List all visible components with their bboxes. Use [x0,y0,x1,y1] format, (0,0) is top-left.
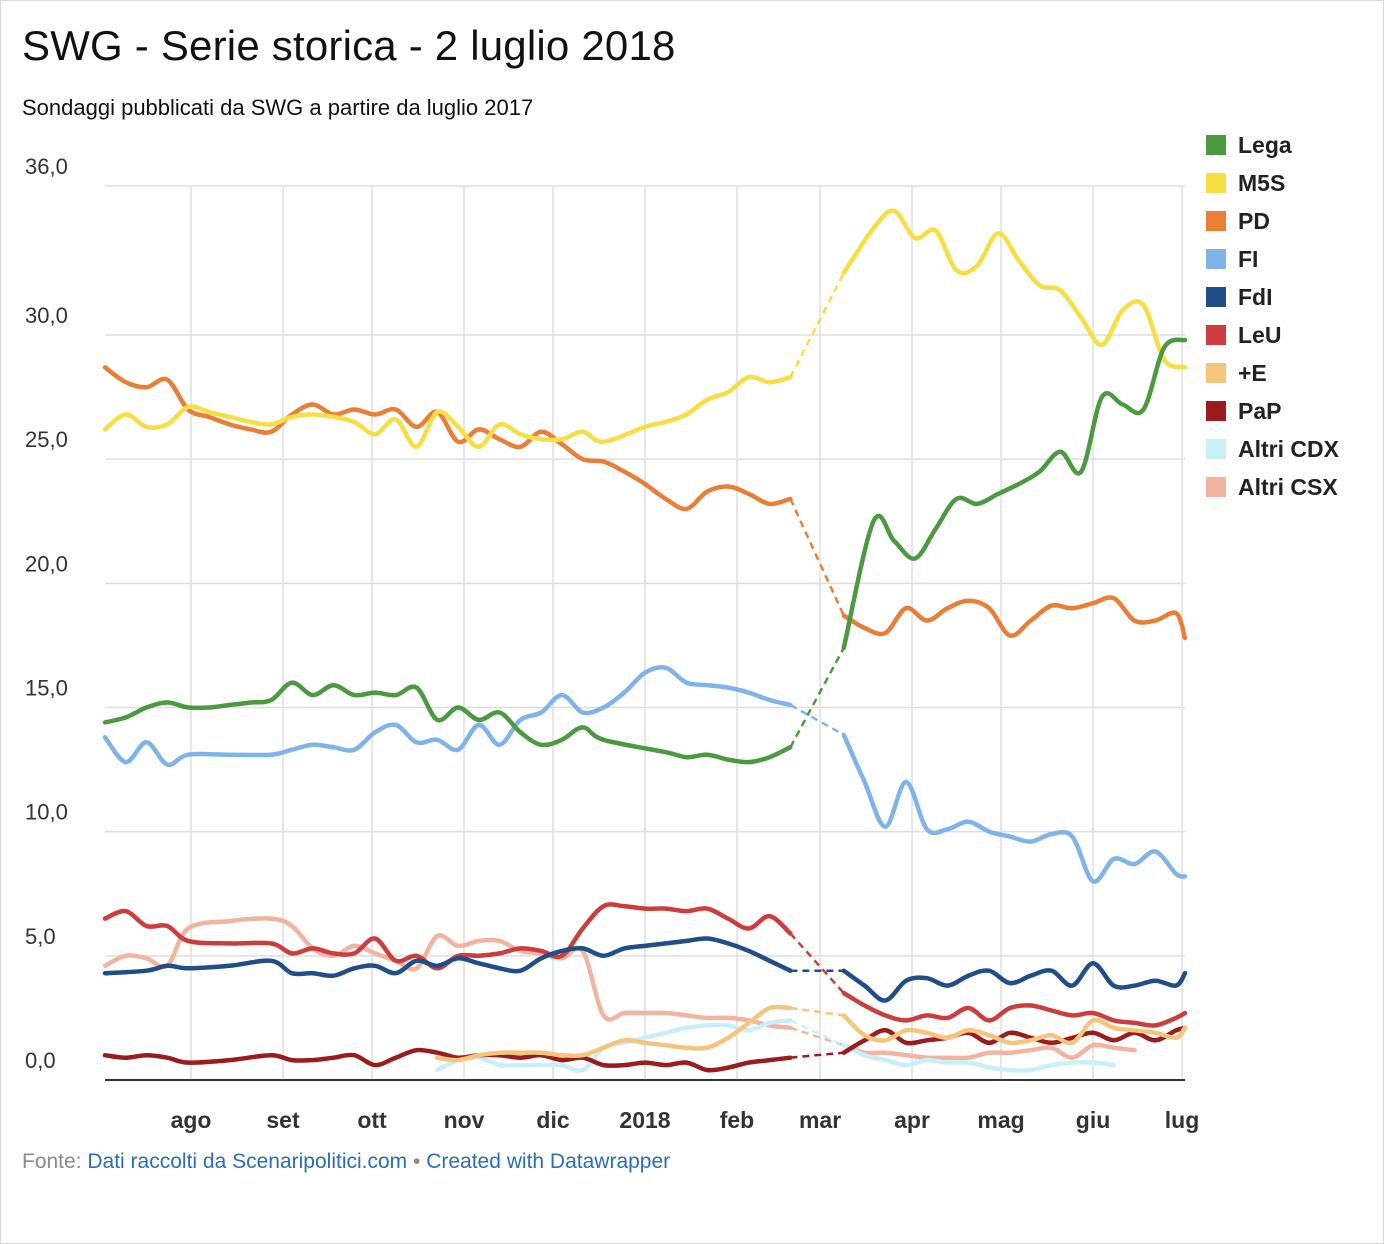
series-line-segment [102,374,793,450]
series-altri-csx [102,916,1137,1061]
x-tick-label: lug [1165,1107,1200,1133]
series-fi [102,665,1188,884]
series-line-segment [841,961,1188,1003]
legend-swatch [1206,401,1226,421]
x-axis-ticks: ago set ott nov dic 2018 feb mar apr mag giu lug [171,1107,1200,1133]
series-line-segment [435,1004,793,1063]
series-line-segment [841,337,1188,651]
x-tick-label: apr [894,1107,930,1133]
source-link[interactable]: Dati raccolti da Scenaripolitici.com [87,1150,408,1173]
series-line-segment [102,665,793,768]
legend-label: +E [1238,359,1267,386]
series-m5s [102,208,1188,450]
x-tick-label: ago [171,1107,212,1133]
legend-swatch [1206,135,1226,155]
series-pd [102,365,1188,641]
x-tick-label: feb [720,1107,755,1133]
series-line-segment [841,1042,1117,1073]
datawrapper-link[interactable]: Created with Datawrapper [426,1150,671,1173]
series-line-segment [841,1025,1188,1055]
legend-label: Altri CSX [1238,473,1338,500]
series-line-segment [102,916,793,1031]
y-tick-label: 30,0 [25,303,68,328]
legend-swatch [1206,439,1226,459]
y-tick-label: 20,0 [25,551,68,576]
legend-label: PD [1238,207,1270,234]
x-tick-label: 2018 [619,1107,670,1133]
legend-swatch [1206,363,1226,383]
y-tick-label: 10,0 [25,800,68,825]
legend-label: Altri CDX [1238,435,1339,462]
series-dashed-connector [790,1051,844,1059]
legend-item: FI [1206,240,1339,278]
legend-swatch [1206,287,1226,307]
x-tick-label: dic [536,1107,569,1133]
y-axis-ticks: 36,0 30,0 25,0 20,0 15,0 10,0 5,0 0,0 [25,154,68,1073]
footer-separator: • [407,1150,427,1173]
legend-label: M5S [1238,169,1286,196]
series-lines [102,208,1188,1073]
legend-item: M5S [1206,164,1339,202]
legend-label: FdI [1238,283,1273,310]
legend-swatch [1206,325,1226,345]
series-line-segment [102,936,793,979]
x-tick-label: nov [444,1107,485,1133]
series-fdi [102,936,1188,1003]
legend-item: Lega [1206,126,1339,164]
legend-item: LeU [1206,316,1339,354]
series-piu-europa [435,1004,1188,1063]
series-dashed-connector [789,272,845,378]
x-tick-label: set [266,1107,300,1133]
series-dashed-connector [789,1026,845,1047]
legend-item: Altri CDX [1206,430,1339,468]
x-tick-label: mar [799,1107,841,1133]
legend-swatch [1206,173,1226,193]
series-leu [102,902,1188,1028]
series-line-segment [102,902,793,971]
x-tick-label: giu [1076,1107,1111,1133]
y-tick-label: 36,0 [25,154,68,179]
legend-label: Lega [1238,131,1292,158]
legend-item: +E [1206,354,1339,392]
series-line-segment [841,990,1188,1028]
x-tick-label: mag [977,1107,1024,1133]
series-line-segment [841,595,1188,641]
legend-swatch [1206,249,1226,269]
series-line-segment [841,208,1188,370]
legend-swatch [1206,477,1226,497]
chart-subtitle: Sondaggi pubblicati da SWG a partire da … [22,95,534,120]
series-dashed-connector [789,498,845,617]
legend: Lega M5S PD FI FdI LeU +E PaP Altri CDX Altri CSX [1206,126,1339,506]
legend-label: PaP [1238,397,1282,424]
series-dashed-connector [789,647,845,748]
legend-swatch [1206,211,1226,231]
footer: Fonte: Dati raccolti da Scenaripolitici.… [22,1150,670,1174]
y-tick-label: 25,0 [25,427,68,452]
series-line-segment [102,365,793,512]
y-tick-label: 0,0 [25,1048,56,1073]
series-lega [102,337,1188,765]
y-tick-label: 5,0 [25,924,56,949]
footer-prefix: Fonte: [22,1150,88,1173]
series-dashed-connector [789,932,845,994]
series-line-segment [841,1042,1137,1061]
series-dashed-connector [789,1019,845,1047]
legend-item: FdI [1206,278,1339,316]
legend-label: LeU [1238,321,1282,348]
series-dashed-connector [790,1006,844,1017]
series-dashed-connector [789,703,845,736]
legend-item: PD [1206,202,1339,240]
legend-label: FI [1238,245,1259,272]
x-tick-label: ott [357,1107,387,1133]
series-line-segment [841,732,1188,884]
legend-item: Altri CSX [1206,468,1339,506]
series-line-segment [841,1013,1188,1046]
chart-title: SWG - Serie storica - 2 luglio 2018 [22,22,676,69]
legend-item: PaP [1206,392,1339,430]
series-line-segment [102,680,793,765]
y-tick-label: 15,0 [25,676,68,701]
